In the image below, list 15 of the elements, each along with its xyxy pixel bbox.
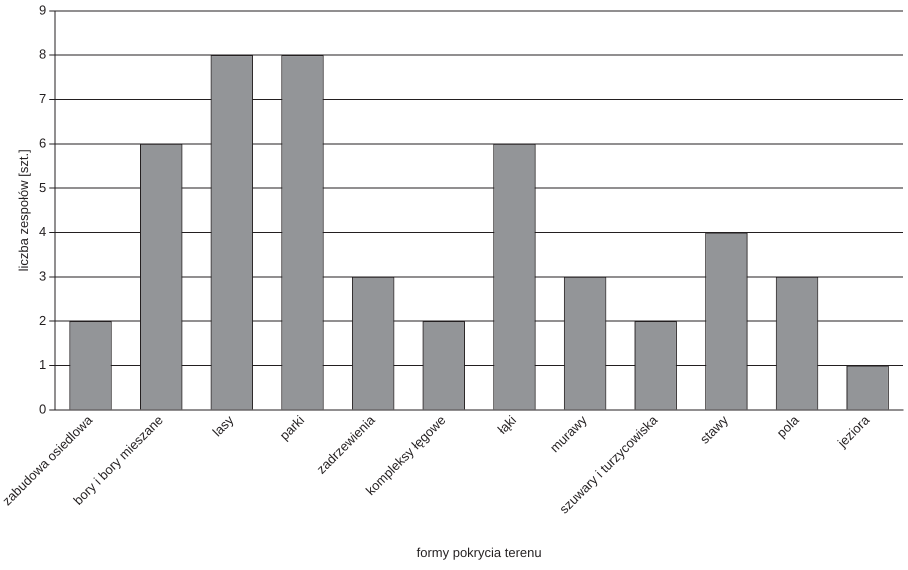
x-tick-label: łąki xyxy=(494,412,520,437)
y-axis-title: liczba zespołów [szt.] xyxy=(16,149,31,272)
y-tick-label: 6 xyxy=(38,135,46,150)
y-tick-label: 2 xyxy=(38,312,46,328)
y-tick-label: 8 xyxy=(38,46,46,62)
y-tick-label: 0 xyxy=(38,401,46,416)
y-tick-label: 7 xyxy=(38,91,46,106)
x-tick-label: pola xyxy=(774,412,802,440)
x-tick-label: lasy xyxy=(210,412,237,440)
y-tick-label: 1 xyxy=(38,357,46,372)
y-tick-label: 5 xyxy=(38,180,46,195)
y-tick-label: 9 xyxy=(38,2,46,18)
y-tick-label: 3 xyxy=(38,268,46,284)
x-axis-title: formy pokrycia terenu xyxy=(416,544,542,560)
y-tick-label: 4 xyxy=(38,224,46,240)
